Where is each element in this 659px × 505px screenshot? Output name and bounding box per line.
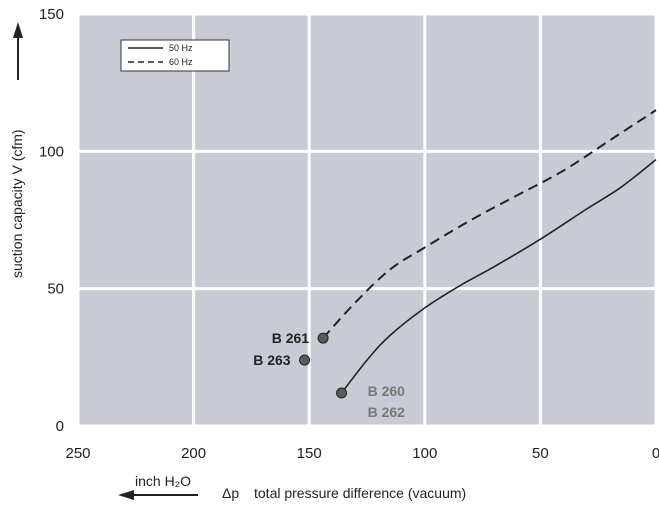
y-axis-title: suction capacity V (cfm) <box>9 129 25 278</box>
x-axis-unit-label: inch H₂O <box>135 473 191 489</box>
x-tick-label: 250 <box>65 445 90 462</box>
legend-label-50hz: 50 Hz <box>169 43 193 53</box>
y-tick-labels: 0 50 100 150 <box>39 6 64 435</box>
x-axis-title-group: inch H₂O Δp total pressure difference (v… <box>118 473 466 501</box>
legend: 50 Hz 60 Hz <box>120 39 230 72</box>
model-label: B 261 <box>272 330 310 346</box>
model-label: B 263 <box>253 352 291 368</box>
model-marker <box>299 354 311 366</box>
y-tick-label: 50 <box>47 281 64 298</box>
x-axis-title: total pressure difference (vacuum) <box>254 485 466 501</box>
x-tick-labels: 250 200 150 100 50 0 <box>65 445 659 462</box>
model-marker <box>336 387 348 399</box>
x-tick-label: 50 <box>532 445 549 462</box>
model-label: B 260 <box>368 383 406 399</box>
model-markers: B 261 B 263 B 260 B 262 <box>253 330 405 420</box>
y-tick-label: 150 <box>39 6 64 23</box>
x-tick-label: 200 <box>181 445 206 462</box>
series-lines <box>322 109 657 394</box>
model-label: B 262 <box>368 404 406 420</box>
x-tick-label: 0 <box>652 445 659 462</box>
grid <box>76 12 658 428</box>
plot-background <box>78 14 656 426</box>
y-axis-title-group: suction capacity V (cfm) <box>9 22 25 278</box>
y-tick-label: 0 <box>56 418 64 435</box>
x-tick-label: 100 <box>412 445 437 462</box>
series-line-50-hz <box>340 158 657 394</box>
x-axis-arrow-head <box>118 490 134 500</box>
y-tick-label: 100 <box>39 143 64 160</box>
x-axis-symbol: Δp <box>222 485 239 501</box>
y-axis-arrow-head <box>13 22 23 38</box>
model-marker <box>317 332 329 344</box>
legend-label-60hz: 60 Hz <box>169 57 193 67</box>
legend-box <box>120 39 230 72</box>
x-tick-label: 150 <box>297 445 322 462</box>
